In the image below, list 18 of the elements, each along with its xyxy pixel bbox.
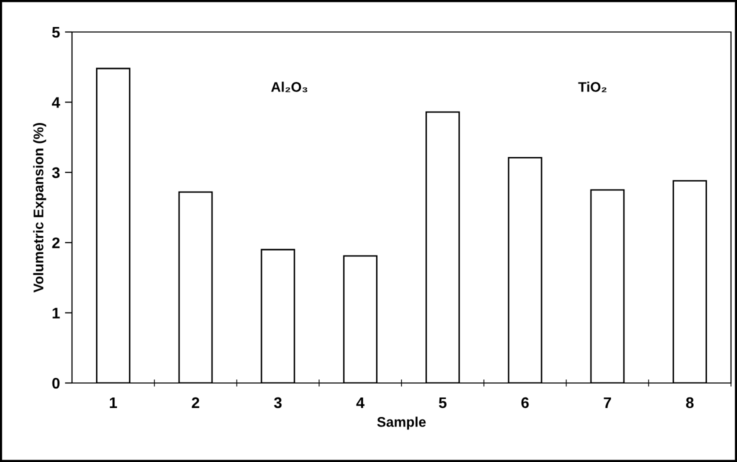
y-tick-label: 4	[52, 97, 60, 108]
y-tick-label: 2	[52, 237, 60, 248]
y-axis-title: Volumetric Expansion (%)	[33, 123, 46, 293]
x-tick-label: 8	[686, 397, 694, 408]
x-tick-label: 7	[604, 397, 612, 408]
y-tick-label: 5	[52, 27, 60, 38]
y-tick-label: 1	[52, 308, 60, 318]
y-tick-label: 0	[52, 378, 60, 389]
x-tick-label: 5	[438, 397, 447, 408]
x-axis-title: Sample	[377, 416, 426, 430]
x-tick-label: 6	[521, 397, 529, 408]
x-tick-label: 2	[192, 397, 200, 408]
y-tick-label: 3	[52, 167, 60, 178]
annotation: TiO₂	[578, 82, 606, 92]
x-tick-label: 4	[356, 397, 364, 408]
x-tick-label: 3	[274, 397, 282, 408]
annotation: Al₂O₃	[271, 82, 308, 92]
x-tick-label: 1	[110, 397, 118, 408]
